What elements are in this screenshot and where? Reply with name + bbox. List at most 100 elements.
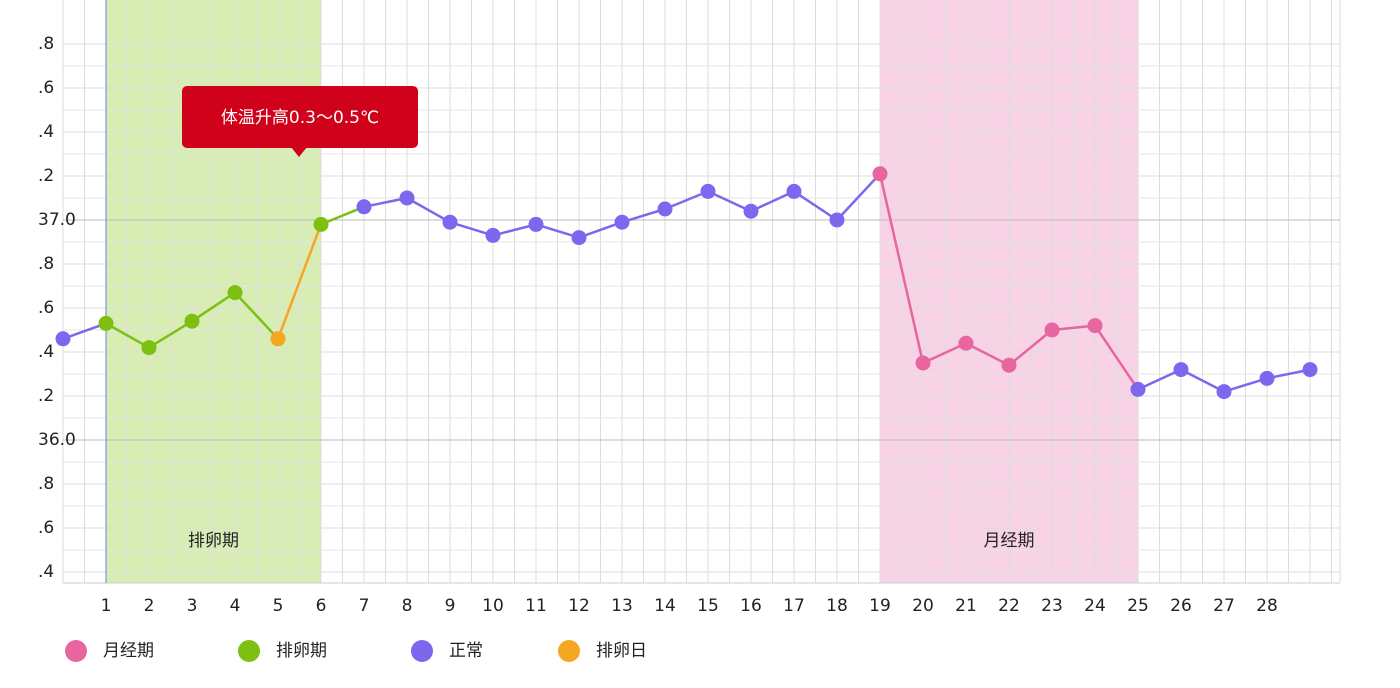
data-point [915,355,931,371]
x-tick-label: 5 [273,596,284,616]
line-segment [234,291,279,340]
line-segment [191,291,236,323]
x-tick-label: 23 [1041,596,1063,616]
data-point [485,227,501,243]
line-segment [707,190,752,213]
x-tick-label: 8 [402,596,413,616]
data-point [1130,381,1146,397]
data-point [829,212,845,228]
y-tick-label: .2 [38,386,54,406]
line-segment [320,205,365,226]
line-segment [922,342,967,365]
x-tick-label: 19 [869,596,891,616]
y-tick-label: .8 [38,34,54,54]
data-point [700,183,716,199]
y-tick-label: .4 [38,562,54,582]
y-tick-label: .4 [38,122,54,142]
line-segment [276,223,323,340]
x-tick-label: 15 [697,596,719,616]
y-tick-label: .8 [38,254,54,274]
tooltip-pointer [291,147,307,157]
data-point [958,335,974,351]
y-tick-label: 37.0 [38,210,76,230]
x-tick-label: 3 [187,596,198,616]
data-point [442,214,458,230]
data-point [313,216,329,232]
line-segment [664,190,709,211]
line-segment [878,173,925,364]
legend-label: 排卵日 [596,641,647,661]
data-point [872,166,888,182]
x-tick-label: 2 [144,596,155,616]
x-tick-label: 10 [482,596,504,616]
y-tick-label: .4 [38,342,54,362]
x-tick-label: 9 [445,596,456,616]
line-segment [965,342,1010,367]
legend-label: 排卵期 [276,641,327,661]
x-tick-label: 22 [998,596,1020,616]
x-tick-label: 13 [611,596,633,616]
x-tick-label: 7 [359,596,370,616]
y-tick-label: .8 [38,474,54,494]
data-point [1087,318,1103,334]
data-point [184,313,200,329]
band-label: 排卵期 [188,531,239,551]
x-tick-label: 4 [230,596,241,616]
data-point [1259,370,1275,386]
line-segment [1093,324,1140,391]
line-segment [105,322,150,349]
y-tick-label: 36.0 [38,430,76,450]
data-point [743,203,759,219]
x-tick-label: 16 [740,596,762,616]
x-tick-label: 1 [101,596,112,616]
x-tick-label: 18 [826,596,848,616]
line-segment [1180,368,1225,393]
data-point [270,331,286,347]
data-point [399,190,415,206]
data-point [528,216,544,232]
data-point [614,214,630,230]
y-tick-label: .6 [38,78,54,98]
data-point [786,183,802,199]
x-tick-label: 11 [525,596,547,616]
tooltip-text: 体温升高0.3～0.5℃ [221,108,379,128]
x-tick-label: 28 [1256,596,1278,616]
line-segment [1008,329,1053,367]
line-segment [750,190,795,213]
x-tick-label: 21 [955,596,977,616]
data-point [1001,357,1017,373]
line-segment [62,322,107,340]
x-tick-label: 20 [912,596,934,616]
line-segment [148,320,193,349]
y-tick-label: .2 [38,166,54,186]
data-point [227,285,243,301]
line-segment [406,196,451,224]
line-segment [793,190,838,222]
data-point [98,315,114,331]
line-segment [836,172,881,221]
x-tick-label: 24 [1084,596,1106,616]
data-point [657,201,673,217]
legend-label: 月经期 [103,641,154,661]
data-point [1173,362,1189,378]
data-point [141,340,157,356]
data-point [1044,322,1060,338]
y-tick-label: .6 [38,518,54,538]
x-tick-label: 27 [1213,596,1235,616]
x-tick-label: 25 [1127,596,1149,616]
line-segment [578,221,623,239]
data-point [55,331,71,347]
data-point [1302,362,1318,378]
x-tick-label: 17 [783,596,805,616]
y-tick-label: .6 [38,298,54,318]
data-point [1216,384,1232,400]
data-point [356,199,372,215]
line-segment [1137,368,1182,391]
x-tick-label: 12 [568,596,590,616]
x-tick-label: 26 [1170,596,1192,616]
tooltip-box [182,86,418,148]
legend-marker [558,640,580,662]
legend-marker [238,640,260,662]
data-point [571,230,587,246]
